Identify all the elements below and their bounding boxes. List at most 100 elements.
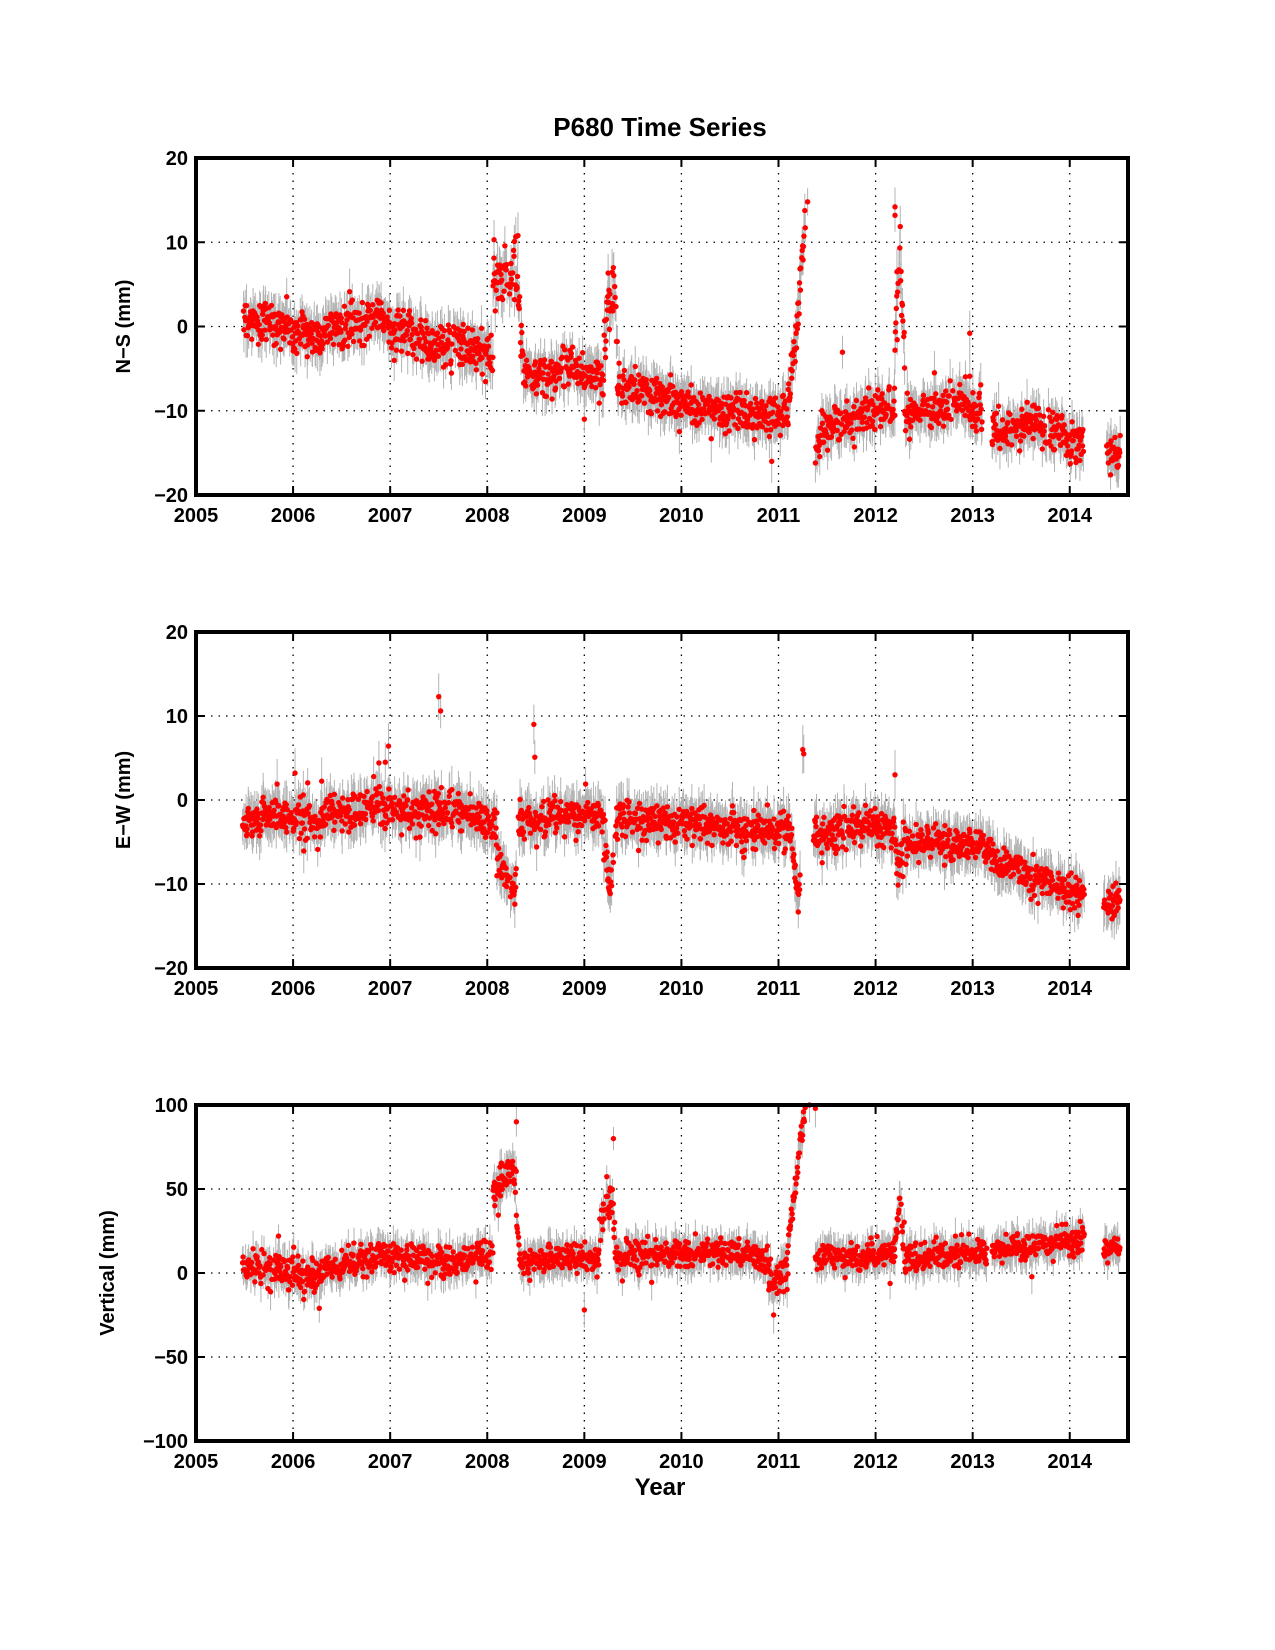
- data-point: [1070, 437, 1077, 444]
- data-point: [1067, 460, 1073, 467]
- data-point: [268, 302, 275, 309]
- data-point: [979, 419, 985, 425]
- data-point: [574, 362, 580, 369]
- data-point: [610, 264, 617, 271]
- data-point: [415, 330, 421, 337]
- data-point: [780, 392, 787, 399]
- x-tick-label: 2007: [368, 505, 413, 527]
- data-point: [613, 303, 619, 310]
- data-point: [819, 420, 826, 426]
- data-point: [551, 373, 557, 379]
- data-point: [318, 333, 324, 339]
- data-point: [759, 424, 766, 430]
- data-point: [1002, 433, 1009, 440]
- data-point: [892, 212, 898, 218]
- data-point: [844, 398, 850, 404]
- data-point: [704, 401, 711, 407]
- data-point: [893, 320, 899, 326]
- data-point: [1035, 405, 1042, 412]
- data-point: [522, 379, 528, 385]
- data-point: [270, 332, 276, 338]
- data-point: [897, 277, 904, 284]
- data-point: [474, 335, 481, 342]
- data-point: [892, 347, 898, 353]
- north-south-panel: 2005 2006 2007 2008 2009 2010 2011 2012 2013 2014…: [113, 148, 1130, 527]
- data-point: [747, 400, 754, 407]
- data-point: [516, 305, 522, 312]
- data-point: [408, 315, 414, 322]
- data-point: [947, 378, 953, 384]
- data-point: [848, 427, 855, 433]
- data-point: [623, 399, 629, 406]
- data-point: [785, 421, 791, 428]
- data-point: [349, 331, 355, 337]
- data-point: [343, 321, 349, 328]
- data-point: [408, 320, 415, 326]
- data-point: [691, 418, 698, 424]
- data-point: [489, 367, 496, 374]
- data-point: [516, 294, 523, 300]
- data-point: [654, 408, 661, 414]
- data-point: [944, 406, 951, 412]
- x-tick-label: 2008: [465, 505, 510, 527]
- data-point: [812, 460, 819, 466]
- data-point: [349, 297, 355, 303]
- data-point: [534, 382, 541, 388]
- data-point: [406, 308, 413, 314]
- data-point: [541, 357, 548, 363]
- data-point: [350, 338, 357, 345]
- data-point: [802, 207, 808, 214]
- data-point: [243, 302, 250, 309]
- data-point: [490, 283, 496, 289]
- data-point: [999, 417, 1006, 423]
- data-point: [730, 414, 736, 420]
- data-point: [517, 339, 524, 346]
- data-point: [796, 280, 803, 286]
- data-point: [1064, 443, 1071, 449]
- data-point: [499, 277, 505, 283]
- data-point: [420, 330, 426, 336]
- data-point: [920, 392, 927, 399]
- data-point: [893, 305, 900, 312]
- data-point: [1080, 427, 1086, 433]
- data-point: [785, 381, 792, 387]
- data-point: [511, 253, 517, 260]
- data-point: [770, 409, 776, 416]
- data-point: [602, 354, 609, 361]
- data-point: [793, 330, 799, 337]
- data-point: [364, 318, 370, 325]
- data-point: [643, 376, 649, 383]
- data-point: [287, 317, 294, 323]
- data-point: [892, 329, 899, 335]
- data-point: [838, 410, 844, 416]
- data-point: [877, 423, 884, 430]
- data-point: [792, 358, 798, 365]
- data-point: [330, 341, 337, 348]
- data-point: [802, 225, 808, 231]
- data-point: [273, 340, 279, 347]
- data-point: [254, 314, 260, 320]
- data-point: [398, 348, 405, 354]
- x-tick-label: 2005: [174, 505, 219, 527]
- data-point: [763, 427, 770, 433]
- data-point: [299, 309, 305, 315]
- data-point: [904, 390, 911, 396]
- data-point: [722, 430, 728, 437]
- data-point: [262, 300, 269, 307]
- data-point: [936, 420, 942, 427]
- data-point: [632, 377, 638, 383]
- data-point: [752, 395, 759, 402]
- data-point: [631, 381, 637, 388]
- east-west-panel: 2005 2006 2007 2008 2009 2010 2011 2012 2013 2014…: [113, 622, 1130, 1000]
- data-point: [448, 358, 454, 364]
- data-point: [359, 299, 366, 306]
- data-point: [848, 420, 854, 426]
- data-point: [626, 384, 632, 390]
- data-point: [722, 401, 729, 407]
- data-point: [725, 416, 731, 422]
- data-point: [872, 426, 878, 433]
- data-point: [1107, 472, 1114, 478]
- data-point: [1061, 422, 1067, 428]
- data-point: [751, 436, 758, 443]
- data-point: [416, 336, 423, 343]
